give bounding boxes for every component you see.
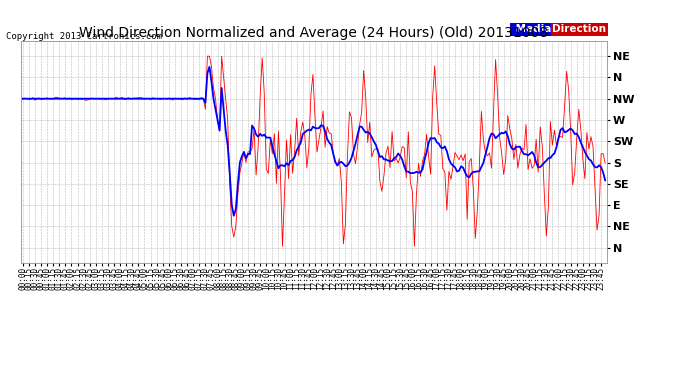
Text: Median: Median — [511, 24, 562, 34]
Title: Wind Direction Normalized and Average (24 Hours) (Old) 20131008: Wind Direction Normalized and Average (2… — [79, 26, 549, 40]
Text: Copyright 2013 Cartronics.com: Copyright 2013 Cartronics.com — [6, 32, 161, 41]
Text: Direction: Direction — [552, 24, 606, 34]
